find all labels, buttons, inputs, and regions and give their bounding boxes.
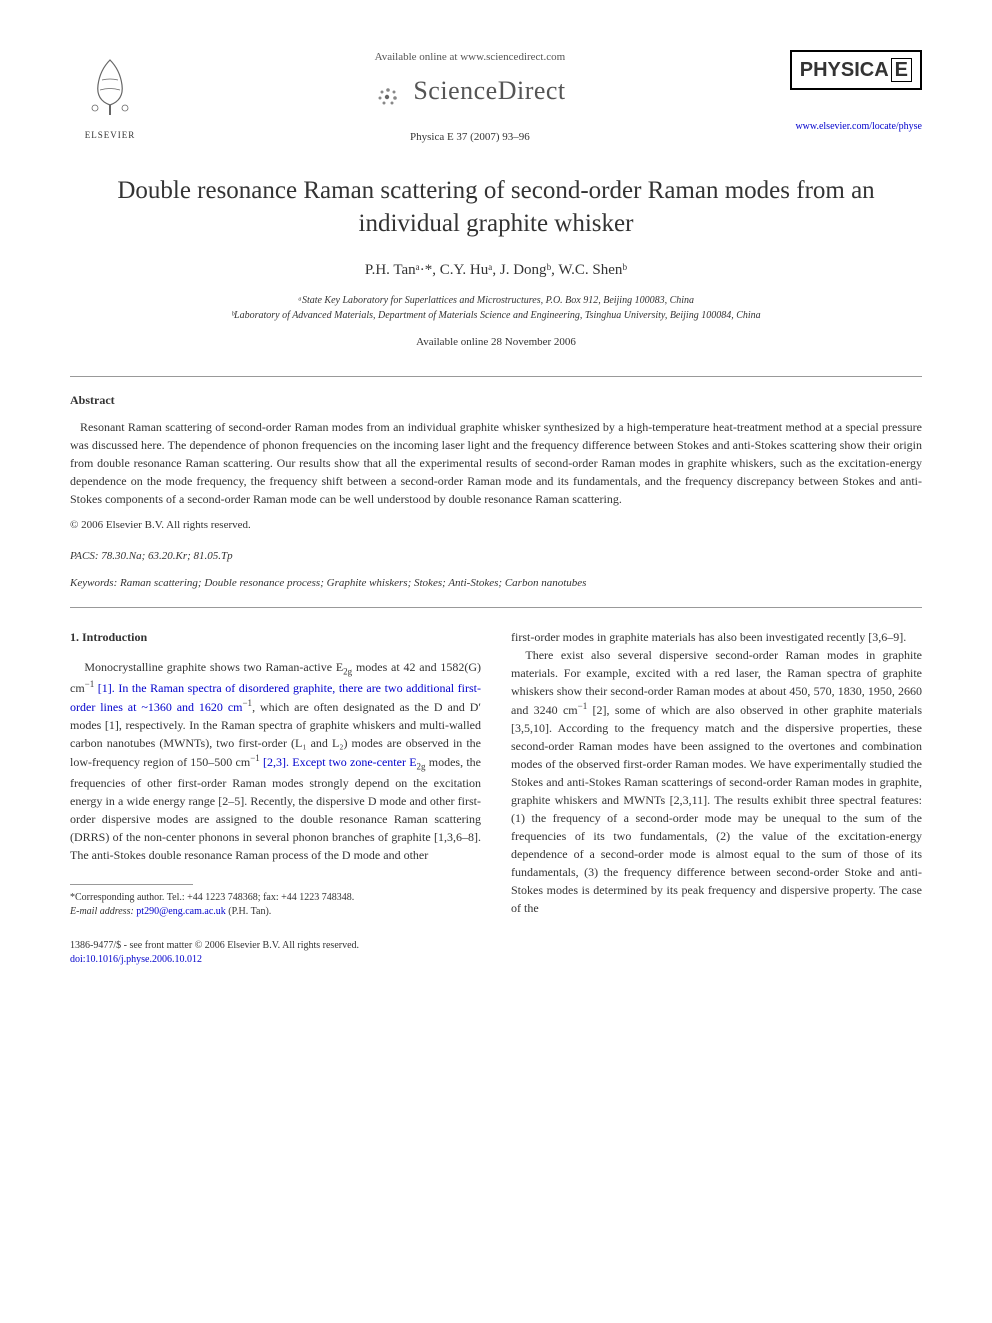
- email-line: E-mail address: pt290@eng.cam.ac.uk (P.H…: [70, 905, 481, 919]
- col2-continuation: first-order modes in graphite materials …: [511, 628, 922, 646]
- physica-logo: PHYSICAE: [790, 50, 922, 90]
- elsevier-label: ELSEVIER: [70, 129, 150, 142]
- physica-e-label: E: [891, 58, 912, 82]
- sciencedirect-brand: ScienceDirect: [150, 73, 790, 109]
- intro-paragraph-2: There exist also several dispersive seco…: [511, 646, 922, 917]
- rule-above-abstract: [70, 376, 922, 377]
- email-link[interactable]: pt290@eng.cam.ac.uk: [136, 906, 225, 917]
- corresponding-line: *Corresponding author. Tel.: +44 1223 74…: [70, 891, 481, 905]
- available-online-text: Available online at www.sciencedirect.co…: [150, 50, 790, 65]
- journal-url-link[interactable]: www.elsevier.com/locate/physe: [790, 120, 922, 134]
- affiliation-b: ᵇLaboratory of Advanced Materials, Depar…: [70, 308, 922, 323]
- column-right: first-order modes in graphite materials …: [511, 628, 922, 968]
- abstract-heading: Abstract: [70, 392, 922, 409]
- authors-line: P.H. Tanᵃ·*, C.Y. Huᵃ, J. Dongᵇ, W.C. Sh…: [70, 260, 922, 281]
- page-footer: 1386-9477/$ - see front matter © 2006 El…: [70, 939, 481, 967]
- sciencedirect-dots-icon: [374, 86, 404, 106]
- doi-link[interactable]: doi:10.1016/j.physe.2006.10.012: [70, 953, 481, 967]
- affiliations-block: ᵃState Key Laboratory for Superlattices …: [70, 293, 922, 323]
- available-online-date: Available online 28 November 2006: [70, 335, 922, 350]
- affiliation-a: ᵃState Key Laboratory for Superlattices …: [70, 293, 922, 308]
- rule-below-keywords: [70, 607, 922, 608]
- header-bar: ELSEVIER Available online at www.science…: [70, 50, 922, 145]
- section-1-heading: 1. Introduction: [70, 628, 481, 646]
- pacs-codes: PACS: 78.30.Na; 63.20.Kr; 81.05.Tp: [70, 549, 922, 564]
- elsevier-logo: ELSEVIER: [70, 50, 150, 142]
- intro-paragraph-1: Monocrystalline graphite shows two Raman…: [70, 658, 481, 865]
- issn-line: 1386-9477/$ - see front matter © 2006 El…: [70, 939, 481, 953]
- journal-logo-block: PHYSICAE www.elsevier.com/locate/physe: [790, 50, 922, 134]
- journal-reference: Physica E 37 (2007) 93–96: [150, 130, 790, 145]
- p1-seg-e: [2,3]. Except two zone-center E: [260, 755, 417, 769]
- p2-seg-b: [2], some of which are also observed in …: [511, 703, 922, 915]
- keywords-line: Keywords: Raman scattering; Double reson…: [70, 576, 922, 591]
- footnote-rule: [70, 884, 193, 885]
- email-label: E-mail address:: [70, 906, 134, 917]
- physica-label: PHYSICA: [800, 59, 889, 81]
- center-header: Available online at www.sciencedirect.co…: [150, 50, 790, 145]
- column-left: 1. Introduction Monocrystalline graphite…: [70, 628, 481, 968]
- corresponding-author-footnote: *Corresponding author. Tel.: +44 1223 74…: [70, 891, 481, 919]
- p1-seg-a: Monocrystalline graphite shows two Raman…: [84, 660, 343, 674]
- article-title: Double resonance Raman scattering of sec…: [70, 175, 922, 240]
- email-name: (P.H. Tan).: [228, 906, 271, 917]
- abstract-body: Resonant Raman scattering of second-orde…: [70, 420, 922, 506]
- abstract-text: Resonant Raman scattering of second-orde…: [70, 418, 922, 508]
- sciencedirect-text: ScienceDirect: [413, 76, 565, 105]
- abstract-copyright: © 2006 Elsevier B.V. All rights reserved…: [70, 518, 922, 533]
- elsevier-tree-icon: [80, 50, 140, 120]
- body-columns: 1. Introduction Monocrystalline graphite…: [70, 628, 922, 968]
